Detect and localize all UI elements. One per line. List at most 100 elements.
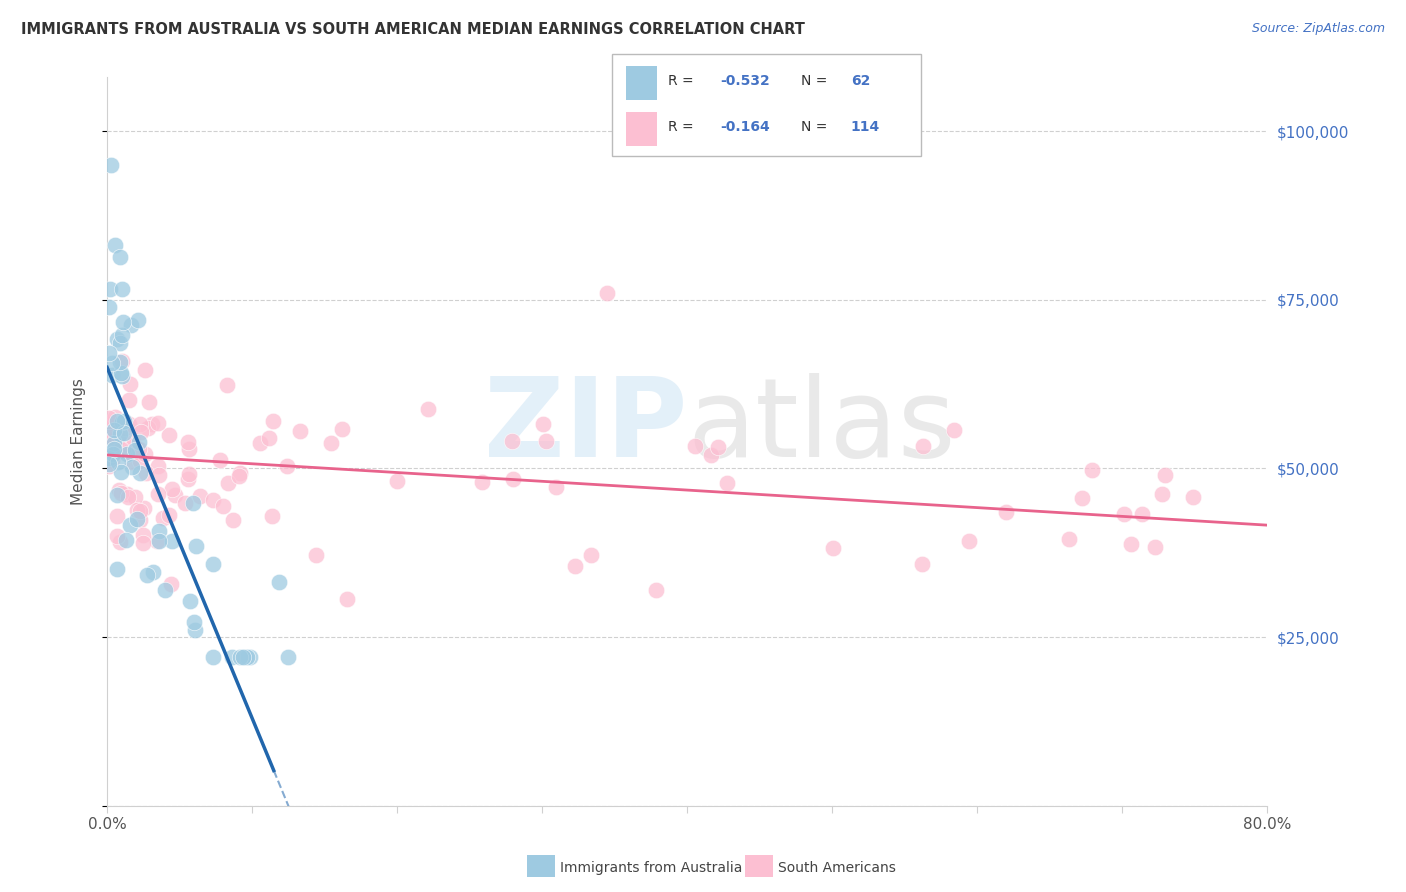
Text: ZIP: ZIP: [484, 374, 688, 481]
Point: [1114, 508, 1136, 522]
Point: [132, 535, 155, 549]
Point: [184, 539, 207, 553]
Point: [100, 417, 122, 431]
Point: [105, 562, 128, 576]
Point: [103, 423, 125, 437]
Point: [957, 534, 980, 549]
Point: [122, 433, 145, 447]
Text: South Americans: South Americans: [778, 861, 896, 875]
Point: [97, 457, 120, 471]
Point: [97, 451, 120, 466]
Point: [217, 475, 239, 490]
Text: atlas: atlas: [688, 374, 956, 481]
Point: [132, 528, 155, 542]
Text: 62: 62: [851, 74, 870, 88]
Point: [596, 286, 619, 301]
Point: [125, 502, 148, 516]
Point: [134, 363, 156, 377]
Point: [1144, 540, 1167, 554]
Point: [108, 354, 131, 368]
Point: [1057, 532, 1080, 546]
Point: [1070, 491, 1092, 506]
Point: [502, 472, 524, 486]
Point: [269, 575, 291, 590]
Point: [129, 425, 152, 439]
Point: [911, 439, 934, 453]
Point: [128, 442, 150, 456]
Point: [108, 251, 131, 265]
Text: Source: ZipAtlas.com: Source: ZipAtlas.com: [1251, 22, 1385, 36]
Point: [142, 565, 165, 579]
Point: [319, 436, 342, 450]
Point: [685, 439, 707, 453]
Point: [212, 500, 235, 514]
Point: [152, 511, 174, 525]
Point: [188, 489, 211, 503]
Point: [129, 503, 152, 517]
Point: [202, 492, 225, 507]
Point: [157, 428, 180, 442]
Point: [110, 442, 132, 457]
Point: [501, 434, 523, 449]
Point: [114, 420, 136, 434]
Point: [579, 548, 602, 562]
Text: IMMIGRANTS FROM AUSTRALIA VS SOUTH AMERICAN MEDIAN EARNINGS CORRELATION CHART: IMMIGRANTS FROM AUSTRALIA VS SOUTH AMERI…: [21, 22, 806, 37]
Point: [118, 392, 141, 407]
Point: [157, 508, 180, 522]
Point: [544, 480, 567, 494]
Point: [110, 366, 132, 380]
Point: [162, 482, 184, 496]
Point: [115, 447, 138, 461]
Point: [110, 535, 132, 549]
Point: [1130, 507, 1153, 521]
Point: [105, 509, 128, 524]
Point: [330, 422, 353, 436]
Point: [564, 559, 586, 574]
Point: [132, 501, 155, 516]
Point: [112, 315, 135, 329]
Point: [179, 593, 201, 607]
Point: [128, 513, 150, 527]
Point: [259, 431, 281, 445]
Point: [249, 436, 271, 450]
Point: [141, 417, 163, 431]
Point: [107, 455, 129, 469]
Point: [115, 487, 138, 501]
Point: [103, 436, 125, 450]
Point: [208, 452, 231, 467]
Point: [103, 442, 125, 456]
Text: N =: N =: [801, 120, 832, 135]
Point: [531, 417, 554, 432]
Point: [124, 490, 146, 504]
Point: [105, 332, 128, 346]
Point: [177, 467, 200, 482]
Point: [336, 592, 359, 607]
Point: [235, 650, 257, 665]
Text: R =: R =: [668, 120, 697, 135]
Point: [229, 466, 252, 480]
Point: [148, 524, 170, 538]
Point: [97, 301, 120, 315]
Point: [120, 518, 142, 533]
Point: [994, 505, 1017, 519]
Point: [101, 368, 124, 383]
Point: [1121, 537, 1143, 551]
Point: [127, 313, 149, 327]
Point: [233, 650, 256, 665]
Point: [262, 508, 284, 523]
Point: [112, 414, 135, 428]
Point: [700, 449, 723, 463]
Text: 114: 114: [851, 120, 880, 135]
Point: [112, 425, 135, 440]
Point: [105, 414, 128, 428]
Point: [100, 158, 122, 172]
Point: [97, 411, 120, 425]
Point: [97, 448, 120, 462]
Point: [134, 447, 156, 461]
Point: [98, 458, 121, 473]
Point: [111, 416, 134, 430]
Point: [162, 533, 184, 548]
Text: -0.532: -0.532: [720, 74, 769, 88]
Point: [146, 487, 169, 501]
Point: [114, 533, 136, 548]
